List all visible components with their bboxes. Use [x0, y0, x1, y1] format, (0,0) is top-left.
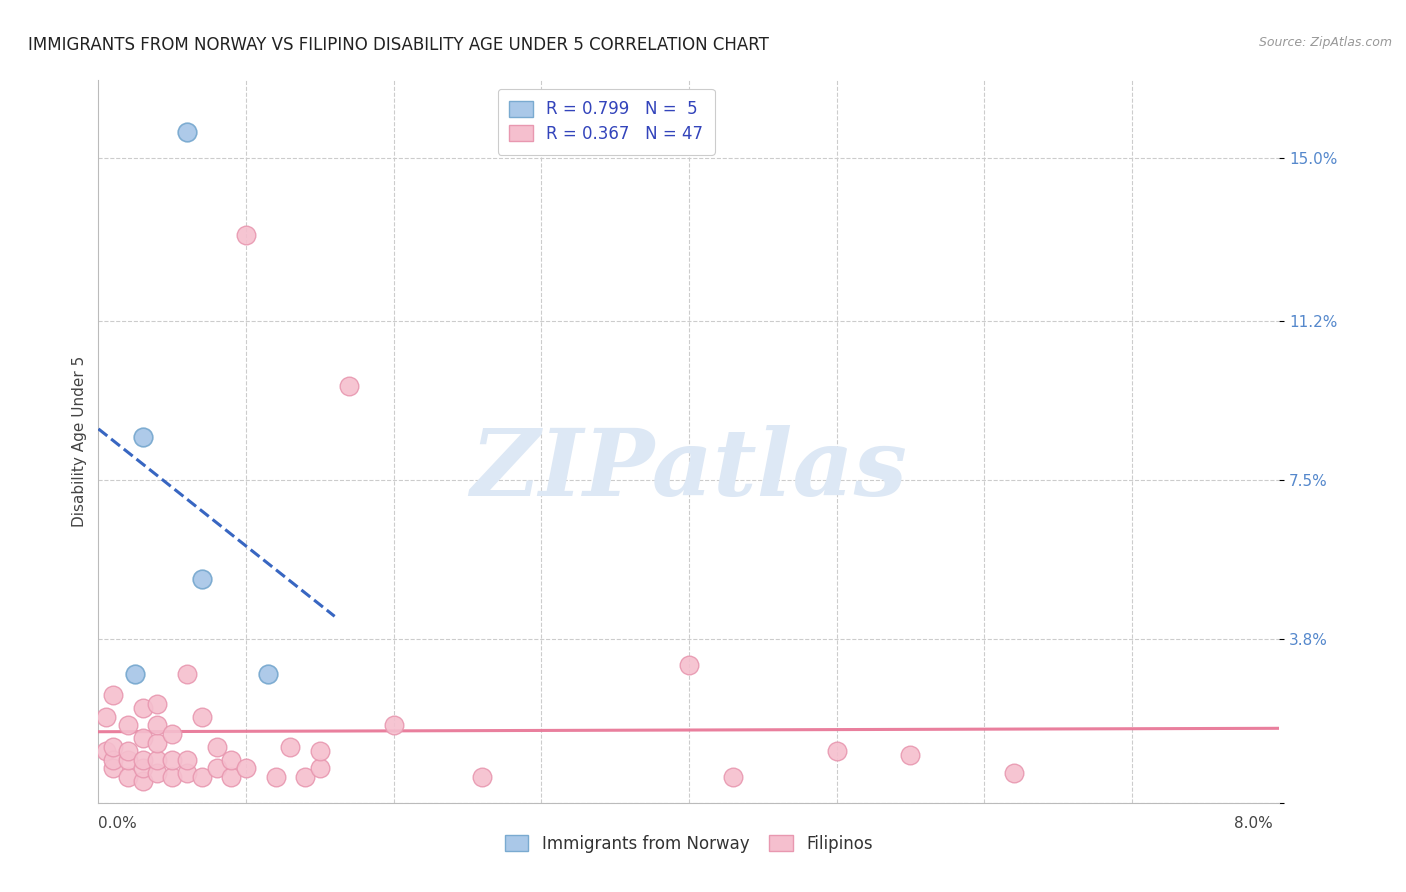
Point [176, 753, 198, 767]
Point [382, 718, 405, 732]
Point [900, 748, 922, 763]
Point [191, 572, 214, 586]
Point [117, 770, 139, 784]
Point [146, 753, 169, 767]
Point [117, 753, 139, 767]
Point [132, 701, 155, 715]
Point [294, 770, 316, 784]
Point [146, 718, 169, 732]
Point [205, 761, 228, 775]
Point [132, 430, 155, 444]
Point [1002, 765, 1025, 780]
Point [235, 761, 257, 775]
Point [235, 228, 257, 243]
Point [678, 658, 700, 673]
Point [264, 770, 287, 784]
Point [146, 697, 169, 711]
Point [132, 753, 155, 767]
Point [94, 744, 117, 758]
Legend: Immigrants from Norway, Filipinos: Immigrants from Norway, Filipinos [499, 828, 879, 860]
Point [103, 739, 125, 754]
Point [191, 710, 214, 724]
Point [162, 753, 183, 767]
Point [221, 770, 243, 784]
Point [176, 125, 198, 139]
Point [309, 761, 332, 775]
Point [162, 770, 183, 784]
Point [103, 753, 125, 767]
Point [221, 753, 243, 767]
Point [309, 744, 332, 758]
Point [471, 770, 494, 784]
Point [132, 761, 155, 775]
Text: Source: ZipAtlas.com: Source: ZipAtlas.com [1258, 36, 1392, 49]
Point [117, 718, 139, 732]
Point [176, 666, 198, 681]
Point [257, 666, 280, 681]
Point [339, 378, 361, 392]
Point [280, 739, 302, 754]
Text: ZIPatlas: ZIPatlas [471, 425, 907, 516]
Point [132, 731, 155, 746]
Point [117, 744, 139, 758]
Point [103, 761, 125, 775]
Point [723, 770, 745, 784]
Y-axis label: Disability Age Under 5: Disability Age Under 5 [72, 356, 87, 527]
Point [162, 727, 183, 741]
Point [94, 710, 117, 724]
Point [191, 770, 214, 784]
Point [132, 774, 155, 789]
Point [146, 765, 169, 780]
Text: IMMIGRANTS FROM NORWAY VS FILIPINO DISABILITY AGE UNDER 5 CORRELATION CHART: IMMIGRANTS FROM NORWAY VS FILIPINO DISAB… [28, 36, 769, 54]
Point [205, 739, 228, 754]
Point [825, 744, 848, 758]
Point [124, 666, 146, 681]
Text: 8.0%: 8.0% [1233, 816, 1272, 831]
Point [146, 735, 169, 749]
Point [176, 765, 198, 780]
Point [103, 688, 125, 702]
Text: 0.0%: 0.0% [98, 816, 138, 831]
